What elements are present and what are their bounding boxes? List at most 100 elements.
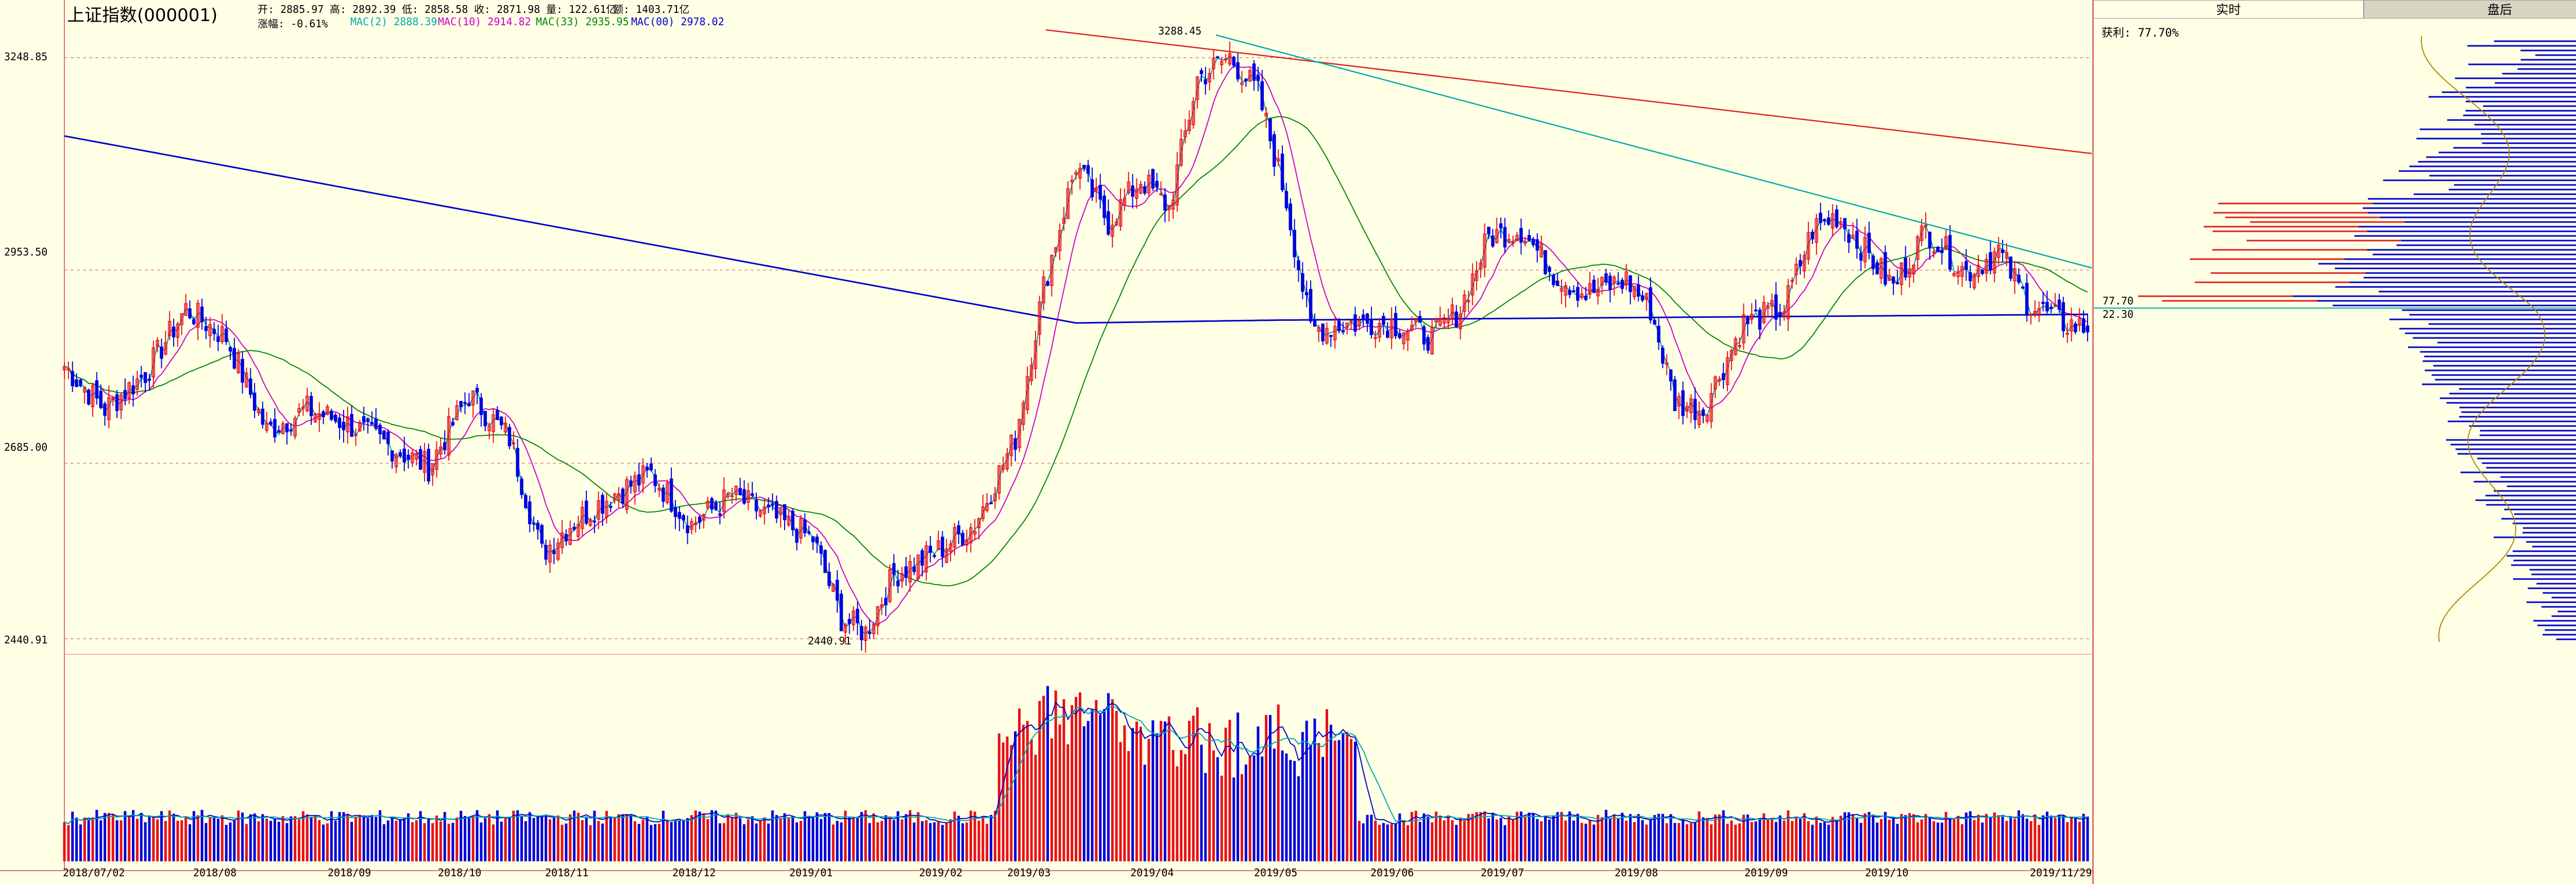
candle-body: [823, 550, 827, 573]
volume-bar: [1799, 819, 1802, 861]
y-tick-label: 2953.50: [4, 246, 48, 258]
candle-body: [261, 409, 265, 425]
candle-body: [1815, 218, 1819, 243]
volume-bar: [2033, 814, 2037, 861]
volume-bar: [1435, 811, 1438, 861]
volume-bar: [1872, 814, 1875, 861]
candle-body: [1260, 81, 1264, 110]
candle-body: [1770, 300, 1774, 307]
volume-bar: [338, 812, 341, 861]
volume-bar: [1475, 812, 1478, 861]
volume-bar: [569, 814, 572, 861]
volume-bar: [67, 825, 70, 861]
candle-body: [1248, 70, 1252, 82]
candle-body: [641, 465, 645, 484]
candle-body: [1669, 369, 1673, 382]
volume-bar: [1698, 811, 1701, 861]
volume-bar: [1082, 726, 1086, 861]
open-value: 开: 2885.97: [258, 3, 324, 15]
volume-bar: [237, 810, 240, 861]
volume-bar: [601, 823, 604, 861]
candle-body: [1013, 438, 1017, 450]
candle-body: [196, 302, 200, 328]
candle-body: [1629, 275, 1632, 292]
volume-bar: [455, 818, 459, 861]
candle-body: [1718, 379, 1721, 382]
volume-bar: [1718, 814, 1721, 861]
x-tick-label: 2019/10: [1865, 866, 1909, 879]
volume-bar: [1305, 721, 1308, 861]
volume-bar: [1087, 721, 1090, 861]
volume-bar: [1819, 823, 1822, 861]
candle-body: [1029, 365, 1033, 381]
candle-body: [435, 449, 438, 470]
candle-body: [863, 626, 868, 641]
candle-body: [1353, 314, 1357, 332]
candle-body: [1721, 373, 1725, 380]
volume-bar: [1516, 811, 1519, 861]
candle-body: [1123, 197, 1126, 206]
volume-bar: [630, 814, 633, 861]
candle-body: [665, 483, 669, 503]
candle-body: [1382, 316, 1385, 325]
volume-bar: [1604, 810, 1607, 861]
volume-bar: [872, 813, 875, 861]
candle-body: [1005, 453, 1009, 469]
candle-body: [1831, 213, 1835, 229]
volume-bar: [164, 821, 167, 861]
volume-bar: [937, 821, 940, 861]
volume-bar: [1848, 812, 1851, 861]
volume-bar: [124, 811, 127, 861]
candle-body: [1470, 274, 1475, 296]
candle-body: [852, 610, 855, 625]
volume-bar: [1900, 813, 1903, 861]
volume-bar: [799, 821, 802, 861]
volume-bar: [613, 817, 616, 861]
candle-body: [1422, 326, 1426, 345]
volume-bar: [2025, 819, 2028, 861]
tab-closing[interactable]: 盘后: [2364, 0, 2576, 19]
candle-body: [91, 385, 95, 407]
volume-bar: [1131, 728, 1134, 861]
volume-bar: [1463, 821, 1466, 861]
candle-body: [1790, 280, 1794, 282]
candle-body: [803, 519, 807, 534]
volume-bar: [1495, 819, 1498, 861]
volume-bar: [589, 825, 592, 861]
candle-body: [463, 402, 467, 404]
volume-bar: [87, 819, 90, 861]
kline-chart-svg[interactable]: [0, 0, 2093, 884]
volume-bar: [949, 819, 952, 861]
volume-bar: [1714, 814, 1717, 861]
volume-bar: [148, 815, 151, 861]
volume-bar: [1066, 744, 1070, 861]
volume-bar: [1912, 814, 1915, 861]
candle-body: [326, 406, 329, 415]
volume-bar: [1030, 739, 1033, 861]
tab-realtime[interactable]: 实时: [2093, 0, 2364, 19]
candle-body: [734, 485, 738, 495]
candle-body: [750, 493, 754, 496]
candle-body: [1964, 261, 1968, 270]
candle-body: [1774, 294, 1778, 320]
x-tick-label: 2018/11: [545, 866, 589, 879]
volume-bar: [1418, 822, 1421, 861]
volume-bar: [1402, 821, 1405, 861]
candle-body: [916, 554, 920, 579]
candle-body: [350, 414, 353, 437]
volume-bar: [63, 822, 66, 861]
volume-bar: [152, 816, 155, 861]
volume-bar: [783, 813, 786, 861]
candle-body: [362, 416, 366, 422]
candle-body: [228, 347, 232, 352]
candle-body: [1333, 326, 1337, 341]
volume-bar: [395, 821, 398, 861]
volume-bar: [439, 821, 442, 861]
candle-body: [1054, 247, 1058, 253]
candle-body: [265, 423, 268, 431]
candle-body: [924, 545, 928, 573]
volume-bar: [1597, 814, 1600, 861]
candle-body: [1018, 419, 1021, 448]
candle-body: [1689, 398, 1693, 413]
kline-panel[interactable]: 上证指数(000001) 开: 2885.97 高: 2892.39 低: 28…: [0, 0, 2093, 884]
